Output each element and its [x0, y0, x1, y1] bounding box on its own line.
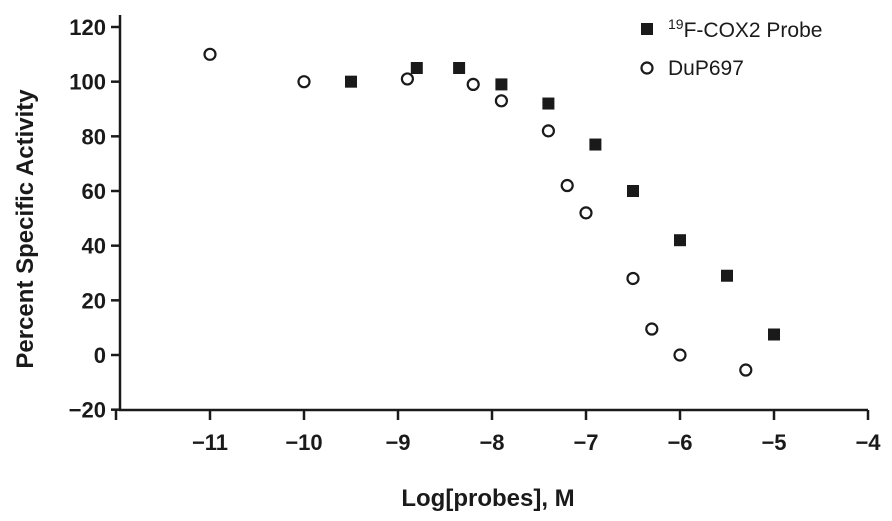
data-point-circle: [466, 77, 480, 92]
y-axis-ticks: −20 0 20 40 60 80 100 120: [69, 15, 120, 423]
x-tick-label: −10: [285, 430, 322, 455]
data-point-circle: [541, 124, 556, 138]
y-tick-label: 80: [82, 124, 106, 149]
legend-marker-square: [641, 23, 653, 35]
data-point-square: [674, 234, 686, 247]
x-tick-label: −9: [385, 430, 410, 455]
data-point-circle: [645, 322, 659, 336]
data-point-square: [453, 62, 466, 74]
data-point-circle: [579, 206, 593, 220]
data-point-square: [542, 97, 555, 110]
x-tick-label: −7: [573, 430, 598, 455]
data-point-circle: [673, 348, 687, 362]
data-series: [203, 47, 780, 377]
data-point-circle: [626, 271, 640, 286]
data-point-square: [721, 269, 733, 282]
y-axis-title: Percent Specific Activity: [12, 89, 39, 369]
data-point-circle: [203, 47, 217, 61]
y-tick-label: 120: [69, 15, 106, 40]
data-point-square: [589, 138, 602, 151]
x-tick-label: −8: [479, 430, 504, 455]
data-point-circle: [560, 178, 574, 193]
legend-label-text: F-COX2 Probe: [684, 19, 823, 42]
y-tick-label: 100: [69, 70, 106, 95]
data-point-circle: [400, 72, 414, 86]
y-tick-label: 0: [94, 343, 106, 368]
data-point-square: [768, 328, 780, 341]
y-tick-label: −20: [69, 398, 106, 423]
data-point-square: [627, 185, 639, 197]
data-point-circle: [494, 94, 508, 108]
x-tick-label: −5: [761, 430, 786, 455]
axes: [118, 15, 868, 412]
series-dup697: [203, 47, 753, 377]
x-tick-label: −6: [667, 430, 692, 455]
data-point-circle: [739, 363, 753, 377]
data-point-square: [345, 75, 357, 88]
legend: 19F-COX2 Probe DuP697: [640, 16, 822, 80]
data-point-circle: [297, 75, 311, 89]
series-cox2-probe: [345, 62, 780, 341]
legend-marker-circle: [640, 61, 654, 75]
x-tick-label: −11: [192, 430, 228, 455]
y-tick-label: 20: [82, 288, 106, 313]
data-point-square: [410, 62, 423, 74]
legend-label-cox2-probe: 19F-COX2 Probe: [668, 16, 822, 42]
x-tick-label: −4: [855, 430, 881, 455]
x-axis-title: Log[probes], M: [401, 485, 574, 512]
data-point-square: [495, 78, 508, 91]
x-axis-ticks: −11 −10 −9 −8 −7 −6 −5 −4: [114, 410, 881, 455]
legend-label-dup697: DuP697: [668, 57, 744, 80]
y-tick-label: 60: [82, 179, 106, 204]
y-tick-label: 40: [82, 234, 106, 259]
legend-label-superscript: 19: [668, 16, 684, 32]
